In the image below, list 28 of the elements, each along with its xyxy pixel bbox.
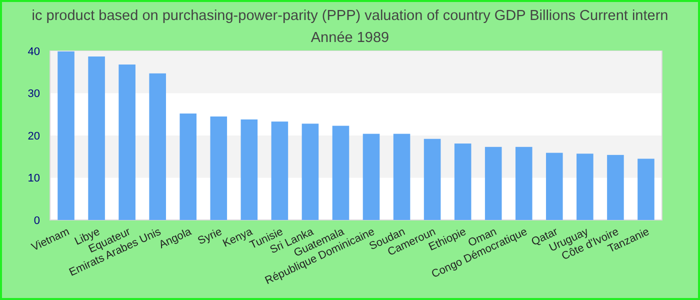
bar — [210, 116, 228, 220]
bar — [302, 124, 319, 220]
bar — [362, 134, 380, 220]
y-tick-label: 40 — [28, 46, 40, 58]
y-tick-label: 0 — [34, 214, 40, 227]
bar — [118, 64, 136, 220]
bar — [240, 119, 258, 220]
bar — [515, 146, 532, 220]
bar — [180, 114, 197, 220]
bar — [393, 134, 410, 220]
chart-title: ic product based on purchasing-power-parity (PPP) valuation of country GDP Billions Current intern — [32, 8, 668, 24]
y-tick-label: 30 — [28, 88, 40, 100]
bar — [271, 122, 288, 220]
bar — [546, 152, 563, 220]
bar — [58, 51, 74, 220]
bar — [454, 144, 472, 220]
bar — [88, 56, 105, 220]
y-tick-label: 10 — [28, 172, 40, 185]
bar — [484, 146, 502, 220]
y-tick-label: 20 — [28, 130, 40, 142]
bar — [638, 158, 654, 220]
bar — [149, 73, 166, 220]
bar — [424, 138, 441, 220]
bar — [576, 154, 594, 220]
bar — [332, 126, 350, 220]
x-tick-label: Syrie — [196, 226, 224, 248]
chart-subtitle: Année 1989 — [310, 30, 390, 46]
bar — [607, 154, 624, 220]
